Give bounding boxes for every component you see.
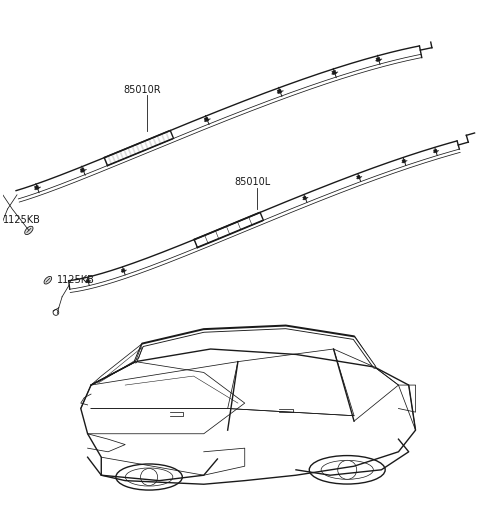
Bar (80, 168, 85, 172)
Text: 1125KB: 1125KB (57, 274, 95, 285)
Bar (357, 175, 360, 179)
Text: 85010R: 85010R (124, 85, 161, 95)
Text: 85010L: 85010L (234, 177, 271, 187)
Bar (332, 70, 336, 75)
Circle shape (141, 468, 157, 486)
Bar (303, 196, 307, 200)
Bar (402, 159, 406, 163)
Ellipse shape (321, 460, 373, 479)
Bar (86, 279, 90, 283)
Bar (433, 149, 437, 153)
Bar (277, 89, 282, 94)
Ellipse shape (116, 464, 182, 490)
Bar (35, 185, 39, 190)
Ellipse shape (125, 468, 173, 486)
Ellipse shape (309, 456, 385, 484)
Bar (121, 268, 125, 272)
Ellipse shape (44, 277, 52, 284)
Bar (376, 57, 381, 62)
Ellipse shape (25, 226, 33, 234)
Text: 1125KB: 1125KB (3, 215, 41, 225)
Bar (204, 117, 209, 122)
Circle shape (338, 460, 357, 479)
